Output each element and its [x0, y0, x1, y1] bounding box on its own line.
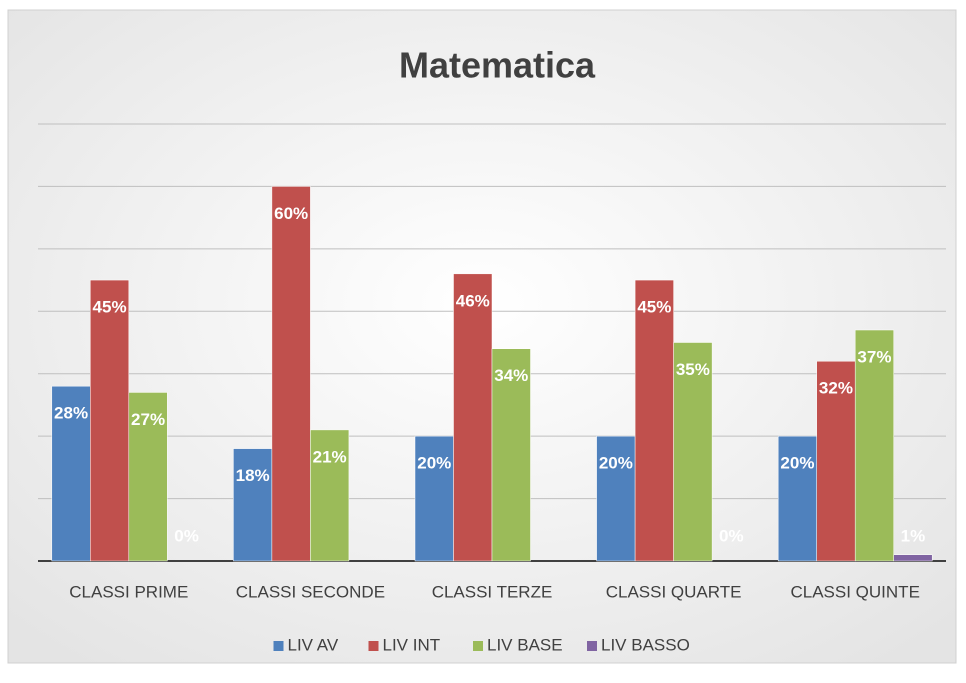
data-label: 32% [819, 379, 853, 398]
bar [414, 435, 454, 562]
bar [893, 554, 933, 562]
x-tick-label: CLASSI PRIME [69, 582, 188, 601]
legend-swatch [587, 641, 597, 651]
bar [854, 329, 894, 562]
legend-swatch [473, 641, 483, 651]
data-label: 28% [54, 404, 88, 423]
data-label: 46% [456, 291, 490, 310]
data-label: 34% [494, 366, 528, 385]
bar [453, 273, 493, 562]
x-tick-label: CLASSI QUARTE [606, 582, 742, 601]
data-label: 18% [236, 466, 270, 485]
bar [128, 392, 168, 562]
data-label: 0% [174, 526, 199, 545]
data-label: 20% [780, 454, 814, 473]
bar [816, 360, 856, 562]
data-label: 21% [313, 447, 347, 466]
data-label: 37% [857, 347, 891, 366]
data-label: 45% [637, 298, 671, 317]
bar [596, 435, 636, 562]
legend-label: LIV AV [288, 635, 339, 654]
data-label: 60% [274, 204, 308, 223]
legend-label: LIV BASE [487, 635, 563, 654]
bar [634, 279, 674, 562]
legend-label: LIV INT [383, 635, 441, 654]
x-tick-label: CLASSI SECONDE [236, 582, 385, 601]
chart-title: Matematica [399, 45, 596, 86]
data-label: 1% [901, 526, 926, 545]
legend-label: LIV BASSO [601, 635, 690, 654]
legend-swatch [368, 641, 379, 651]
data-label: 45% [93, 298, 127, 317]
bar [310, 429, 350, 562]
bar [491, 348, 531, 562]
bar [271, 186, 311, 562]
x-tick-label: CLASSI TERZE [432, 582, 553, 601]
legend-swatch [273, 641, 284, 651]
data-label: 0% [719, 526, 744, 545]
data-label: 27% [131, 410, 165, 429]
data-label: 20% [599, 454, 633, 473]
x-tick-label: CLASSI QUINTE [790, 582, 919, 601]
bar [673, 342, 713, 562]
bar [51, 385, 91, 562]
data-label: 35% [676, 360, 710, 379]
bar [90, 279, 130, 562]
data-label: 20% [417, 454, 451, 473]
